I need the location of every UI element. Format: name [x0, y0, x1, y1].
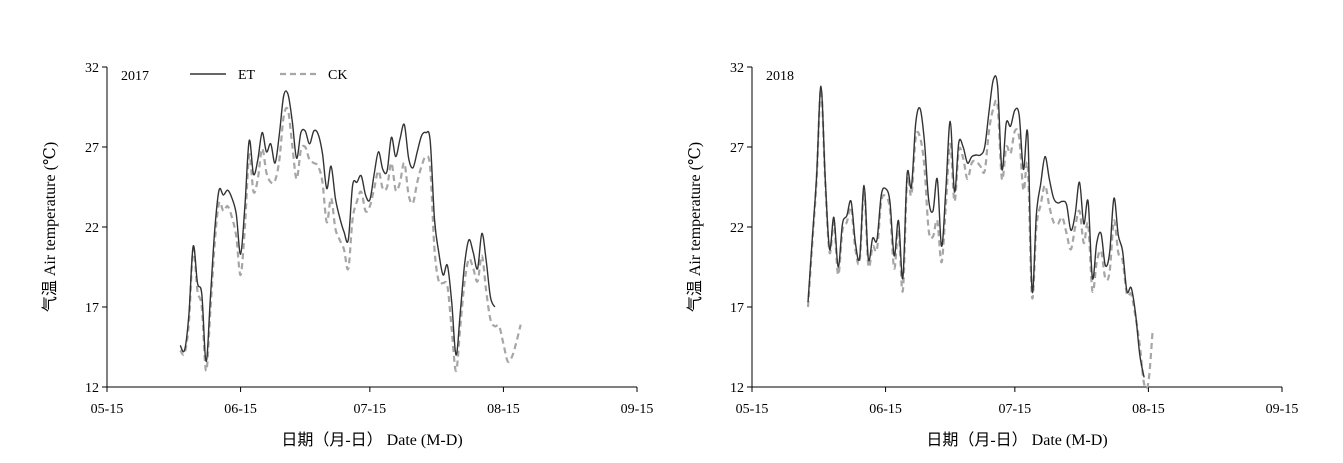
y-tick-label: 27 — [730, 141, 744, 156]
x-tick-label: 05-15 — [736, 402, 769, 417]
x-tick-label: 07-15 — [999, 402, 1032, 417]
x-tick-label: 05-15 — [91, 402, 124, 417]
y-axis-title: 气温 Air temperature (℃) — [41, 142, 59, 312]
x-axis-title: 日期（月-日） Date (M-D) — [281, 431, 462, 449]
legend: ET CK — [190, 68, 347, 83]
legend-label-ck: CK — [328, 68, 347, 83]
y-tick-label: 22 — [85, 221, 99, 236]
y-tick-label: 12 — [85, 381, 99, 396]
legend-label-et: ET — [238, 68, 256, 83]
x-tick-label: 07-15 — [354, 402, 387, 417]
series-line-et — [807, 75, 1145, 378]
chart-panel-2018: 12 17 22 27 32 05-15 06-15 07-15 08-15 09-15 日期（月-… — [686, 61, 1298, 449]
y-tick-label: 17 — [730, 301, 744, 316]
panel-year-label: 2018 — [766, 69, 794, 84]
series-line-et — [179, 90, 496, 363]
series-line-ck — [179, 106, 522, 373]
x-tick-label: 06-15 — [869, 402, 902, 417]
y-tick-label: 22 — [730, 221, 744, 236]
x-tick-label: 06-15 — [224, 402, 257, 417]
chart-panel-2017: 12 17 22 27 32 05-15 06-15 07-15 08-15 09-15 日期（月-… — [41, 61, 653, 449]
x-tick-label: 08-15 — [487, 402, 520, 417]
panel-year-label: 2017 — [121, 69, 149, 84]
y-tick-label: 12 — [730, 381, 744, 396]
series-line-ck — [806, 88, 1154, 390]
y-tick-label: 32 — [85, 61, 99, 76]
y-tick-label: 17 — [85, 301, 99, 316]
x-tick-label: 09-15 — [1266, 402, 1299, 417]
y-axis-title: 气温 Air temperature (℃) — [686, 142, 704, 312]
x-axis-title: 日期（月-日） Date (M-D) — [926, 431, 1107, 449]
y-tick-label: 32 — [730, 61, 744, 76]
x-tick-label: 09-15 — [621, 402, 654, 417]
y-tick-label: 27 — [85, 141, 99, 156]
x-tick-label: 08-15 — [1132, 402, 1165, 417]
